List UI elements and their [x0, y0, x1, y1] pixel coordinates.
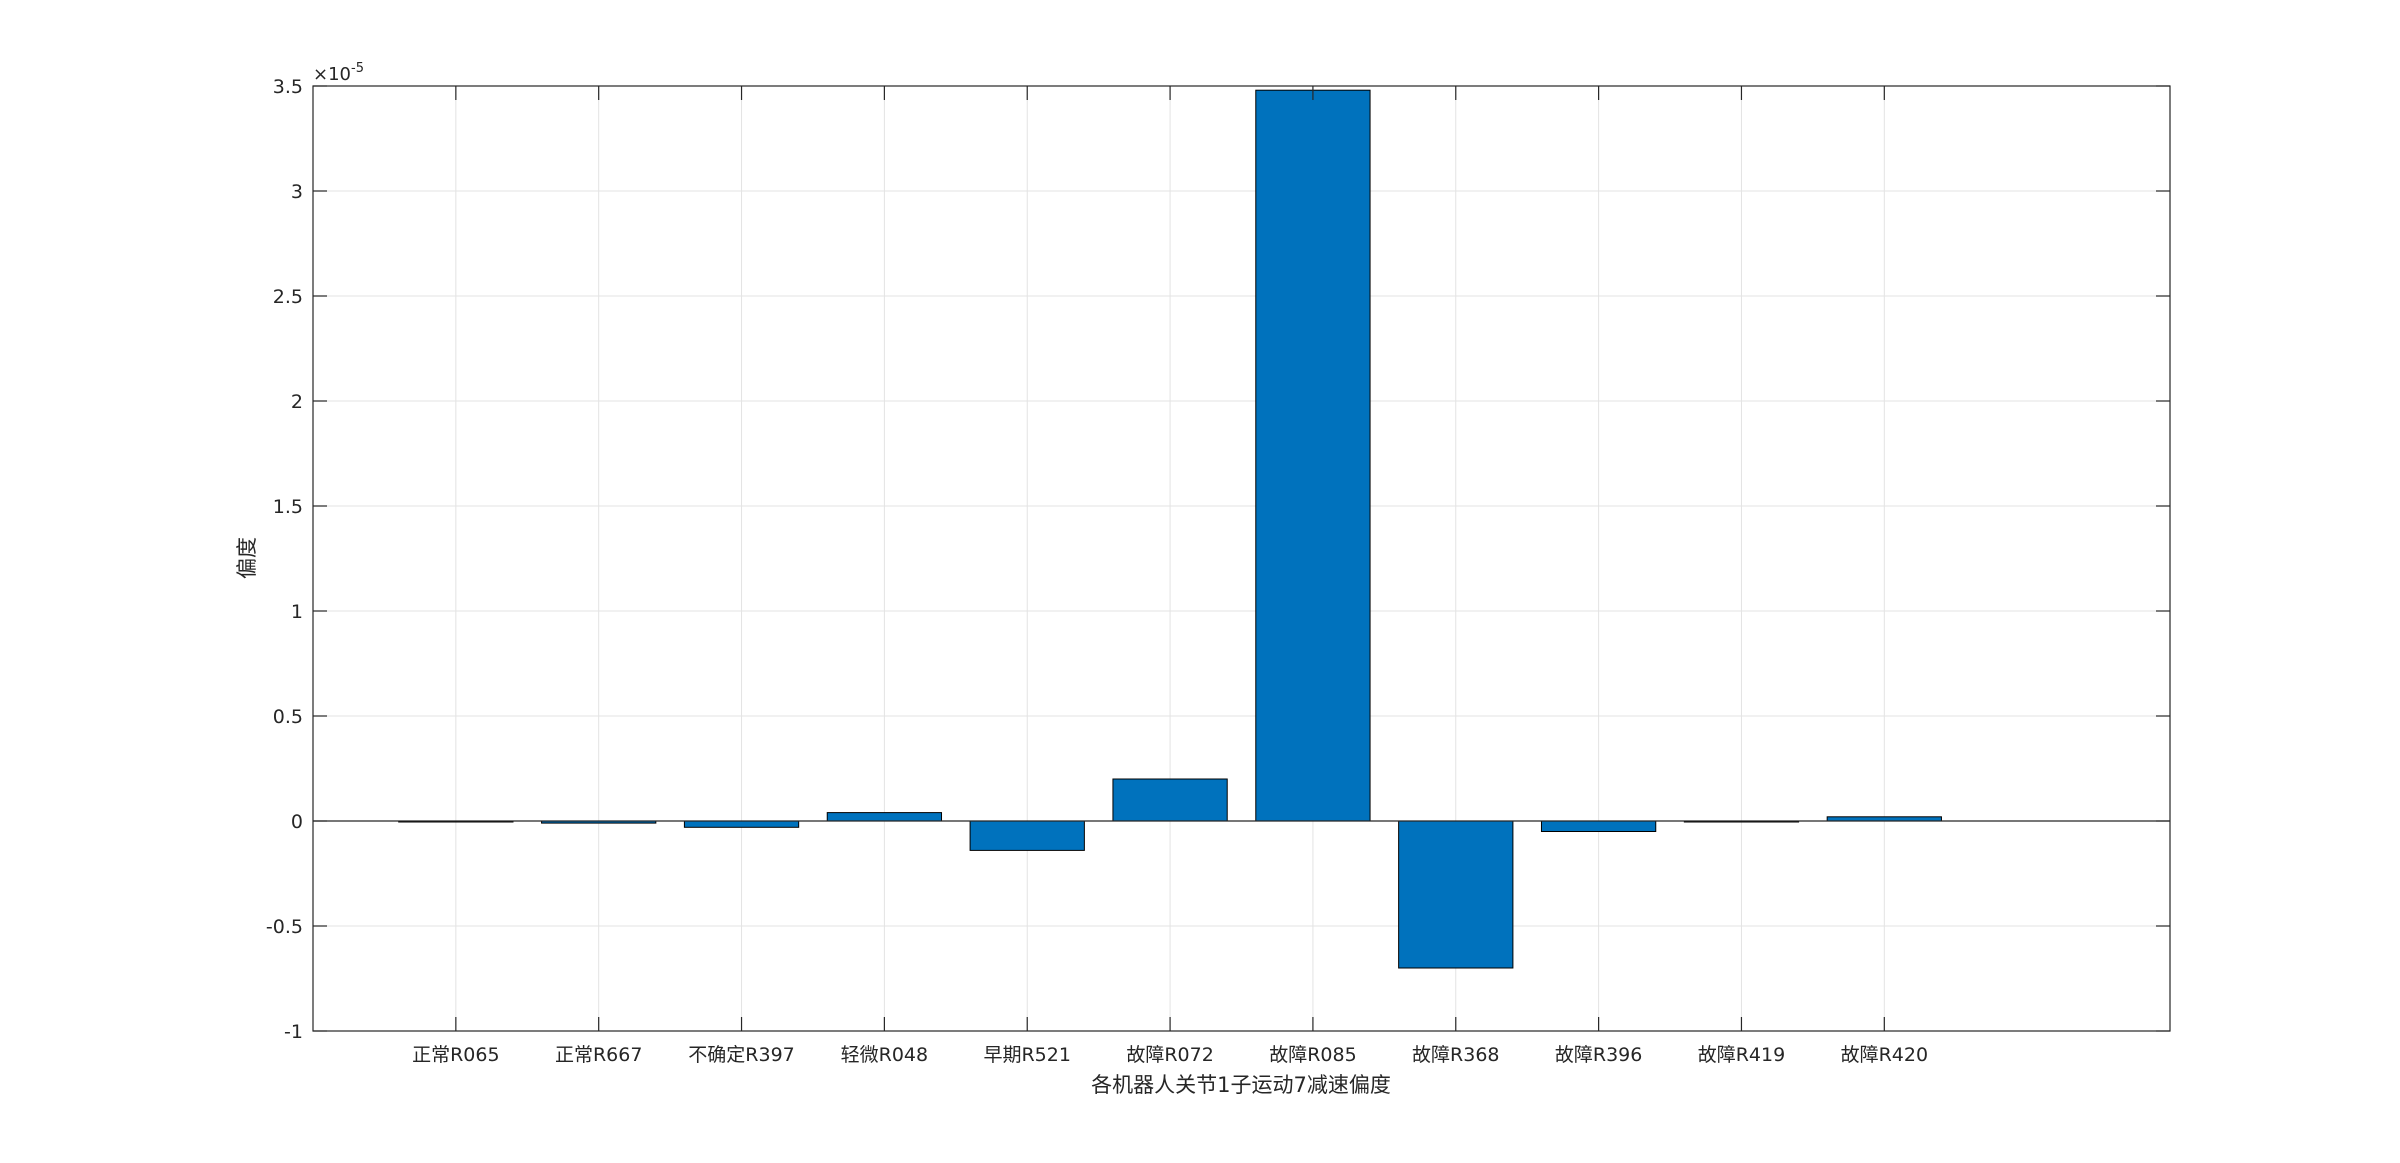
x-tick-label: 故障R396 — [1555, 1044, 1642, 1066]
axes-box — [312, 85, 2171, 1032]
y-tick-label: 3 — [291, 181, 303, 203]
y-exponent-power: -5 — [351, 61, 364, 76]
x-tick-label: 早期R521 — [983, 1044, 1070, 1066]
y-tick-label: 0 — [291, 811, 303, 833]
y-tick-label: 2.5 — [273, 286, 303, 308]
x-tick-label: 故障R419 — [1698, 1044, 1785, 1066]
y-tick-label: 0.5 — [273, 706, 303, 728]
y-exponent-label: ×10-5 — [313, 61, 364, 85]
bar — [1826, 816, 1942, 822]
bar — [969, 820, 1085, 851]
y-exponent-base: ×10 — [313, 64, 351, 85]
y-tick-label: 3.5 — [273, 76, 303, 98]
x-tick-label: 故障R085 — [1269, 1044, 1356, 1066]
bar — [1112, 778, 1228, 822]
bar — [1255, 89, 1371, 822]
bars — [398, 89, 1942, 969]
x-tick-label: 不确定R397 — [688, 1044, 794, 1066]
bar — [826, 812, 943, 822]
y-tick-label: -0.5 — [266, 916, 303, 938]
y-axis-label: 偏度 — [235, 537, 259, 579]
y-tick-label: -1 — [284, 1021, 303, 1043]
bar — [1398, 820, 1514, 969]
bar — [1540, 820, 1657, 832]
x-tick-label: 故障R368 — [1412, 1044, 1499, 1066]
grid-lines — [313, 85, 2170, 1032]
x-tick-label: 故障R072 — [1126, 1044, 1213, 1066]
y-tick-label: 2 — [291, 391, 303, 413]
x-axis-label: 各机器人关节1子运动7减速偏度 — [1091, 1073, 1391, 1097]
x-tick-labels: 正常R065 正常R667 不确定R397 轻微R048 早期R521 故障R072 故障R… — [412, 1044, 1928, 1066]
x-tick-label: 正常R667 — [555, 1044, 642, 1066]
x-tick-label: 正常R065 — [412, 1044, 499, 1066]
axis-ticks — [313, 85, 2170, 1032]
bar — [683, 820, 800, 828]
y-tick-label: 1.5 — [273, 496, 303, 518]
y-tick-label: 1 — [291, 601, 303, 623]
axes-background — [313, 86, 2170, 1031]
y-tick-labels: -1 -0.5 0 0.5 1 1.5 2 2.5 3 3.5 — [266, 76, 303, 1043]
x-tick-label: 轻微R048 — [841, 1044, 928, 1066]
x-tick-label: 故障R420 — [1841, 1044, 1928, 1066]
